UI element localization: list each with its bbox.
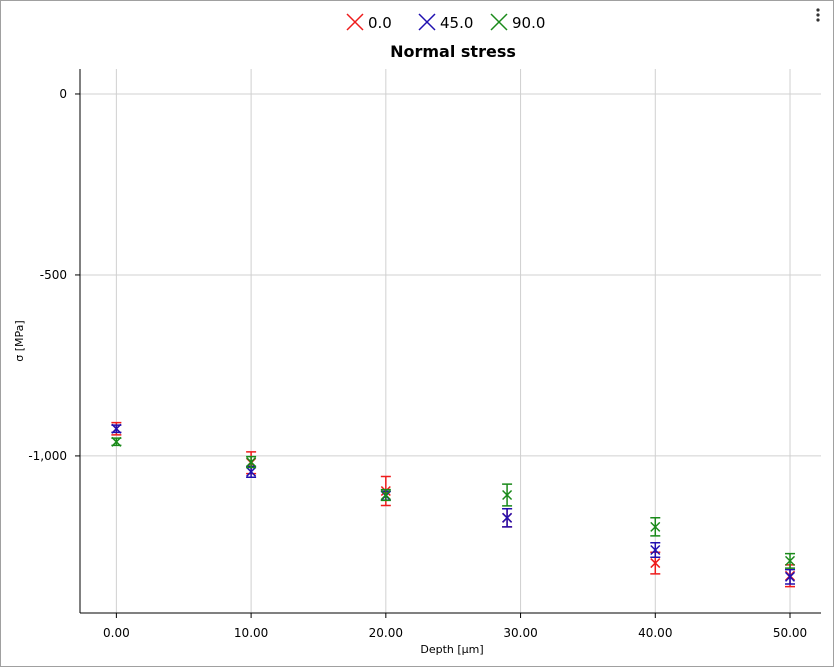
legend-marker [418,13,436,31]
marker [784,571,796,582]
x-tick-label: 20.00 [369,626,403,640]
legend-marker [346,13,364,31]
chart-title: Normal stress [390,42,516,61]
y-tick-label: 0 [59,87,67,101]
marker [650,558,661,569]
legend-label: 90.0 [512,14,545,32]
marker [246,457,257,468]
menu-button[interactable] [815,7,821,23]
marker [246,466,257,477]
x-tick-label: 50.00 [773,626,807,640]
legend-marker [490,13,508,31]
x-axis-label: Depth [µm] [420,643,483,656]
x-tick-label: 0.00 [103,626,130,640]
x-tick-label: 40.00 [638,626,672,640]
legend-label: 0.0 [368,14,392,32]
legend-label: 45.0 [440,14,473,32]
y-axis-label: σ [MPa] [13,320,26,361]
marker [784,555,796,566]
marker [111,436,122,447]
y-tick-label: -1,000 [28,449,67,463]
x-tick-label: 30.00 [503,626,537,640]
marker [502,512,513,523]
marker [502,489,513,501]
marker [650,544,661,556]
marker [111,423,122,434]
marker [380,489,391,501]
marker [650,521,661,532]
x-tick-label: 10.00 [234,626,268,640]
y-tick-label: -500 [40,268,67,282]
